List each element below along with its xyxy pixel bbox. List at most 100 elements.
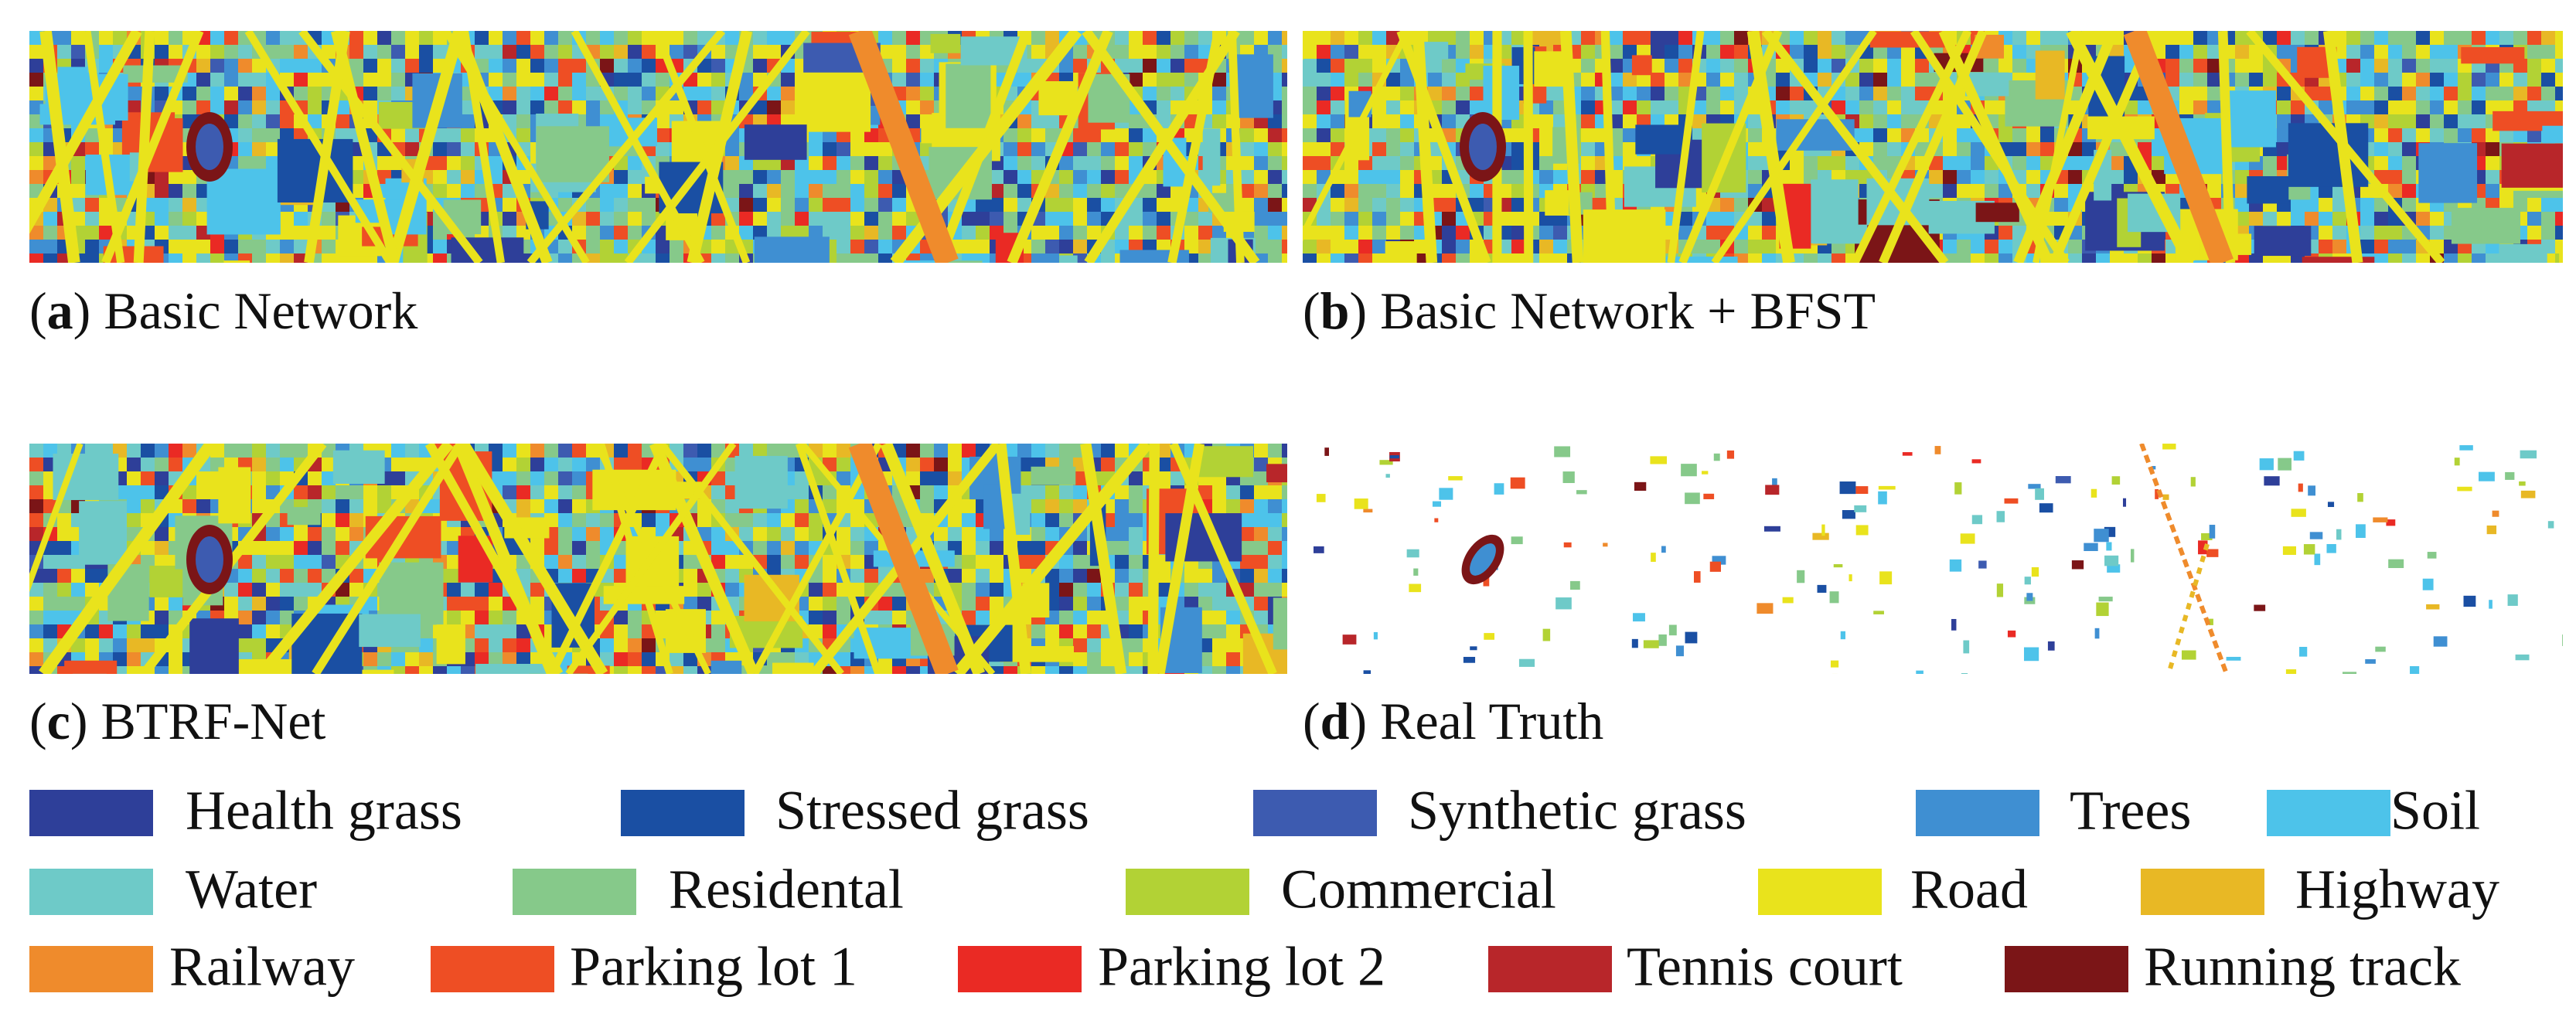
map-cell [600, 31, 615, 46]
map-cell [1804, 253, 1818, 263]
map-cell [1859, 128, 1874, 143]
map-cell [1254, 569, 1269, 583]
map-cell [2207, 100, 2222, 115]
map-cell [628, 624, 642, 639]
map-cell [419, 666, 434, 674]
map-cell [196, 59, 211, 73]
map-cell [1414, 253, 1429, 263]
map-cell [781, 555, 796, 570]
map-cell [2277, 212, 2291, 226]
map-cell [1282, 156, 1287, 171]
map-road [1154, 444, 1205, 674]
map-cell [2040, 128, 2055, 143]
map-cell [196, 485, 211, 500]
map-cell [238, 624, 253, 639]
map-sample [1855, 486, 1869, 495]
map-sample [1448, 476, 1463, 481]
map-cell [781, 198, 796, 213]
map-cell [2012, 59, 2027, 73]
map-cell [1706, 226, 1721, 240]
map-cell [670, 652, 684, 667]
map-cell [196, 471, 211, 486]
map-cell [1059, 583, 1074, 597]
map-cell [113, 666, 128, 674]
map-block [2501, 143, 2563, 188]
map-cell [1442, 100, 1457, 115]
map-cell [280, 45, 295, 60]
map-cell [1129, 611, 1143, 625]
map-cell [1115, 31, 1130, 46]
map-cell [2360, 45, 2375, 60]
map-cell [850, 555, 865, 570]
map-cell [1539, 100, 1554, 115]
map-cell [461, 611, 475, 625]
map-cell [2068, 156, 2083, 171]
map-cell [141, 458, 155, 472]
map-cell [2555, 253, 2563, 263]
map-cell [210, 59, 225, 73]
map-cell [1386, 31, 1401, 46]
map-cell [224, 240, 239, 254]
map-cell [2472, 73, 2486, 87]
map-cell [29, 142, 44, 157]
map-cell [1268, 555, 1283, 570]
map-cell [419, 45, 434, 60]
map-cell [377, 485, 392, 500]
map-cell [767, 87, 782, 101]
map-cell [1901, 114, 1916, 129]
map-cell [1400, 114, 1415, 129]
map-cell [266, 555, 281, 570]
map-cell [809, 527, 823, 542]
map-block [2035, 50, 2065, 100]
map-cell [1017, 471, 1032, 486]
map-cell [224, 100, 239, 115]
map-cell [1198, 666, 1213, 674]
map-cell [1240, 184, 1255, 199]
map-cell [280, 31, 295, 46]
map-cell [71, 31, 86, 46]
map-cell [1901, 59, 1916, 73]
map-cell [1790, 45, 1804, 60]
map-road [548, 444, 669, 674]
map-cell [1017, 555, 1032, 570]
map-cell [447, 527, 462, 542]
map-cell [405, 652, 420, 667]
map-cell [1400, 142, 1415, 157]
map-cell [489, 624, 503, 639]
map-cell [2152, 170, 2166, 185]
map-cell [850, 128, 865, 143]
map-cell [530, 458, 545, 472]
map-cell [1226, 652, 1241, 667]
map-cell [182, 87, 197, 101]
map-cell [127, 499, 141, 514]
map-cell [294, 73, 308, 87]
map-cell [71, 638, 86, 653]
map-cell [2416, 100, 2431, 115]
map-cell [1157, 73, 1171, 87]
map-road [458, 444, 608, 674]
map-cell [113, 31, 128, 46]
map-sample [1978, 560, 1987, 569]
map-cell [809, 198, 823, 213]
map-cell [29, 666, 44, 674]
map-road [1228, 31, 1245, 263]
map-block [218, 467, 251, 524]
map-cell [1873, 156, 1888, 171]
map-cell [1017, 458, 1032, 472]
map-cell [1045, 31, 1060, 46]
map-cell [461, 128, 475, 143]
map-cell [1198, 31, 1213, 46]
map-cell [503, 198, 517, 213]
map-cell [294, 212, 308, 226]
map-cell [1129, 666, 1143, 674]
map-cell [516, 100, 531, 115]
map-cell [767, 212, 782, 226]
map-cell [1045, 444, 1060, 458]
map-cell [1268, 253, 1283, 263]
map-cell [349, 485, 364, 500]
map-cell [489, 45, 503, 60]
map-cell [2305, 198, 2319, 213]
map-cell [725, 156, 740, 171]
map-cell [1372, 114, 1387, 129]
map-cell [2124, 253, 2138, 263]
